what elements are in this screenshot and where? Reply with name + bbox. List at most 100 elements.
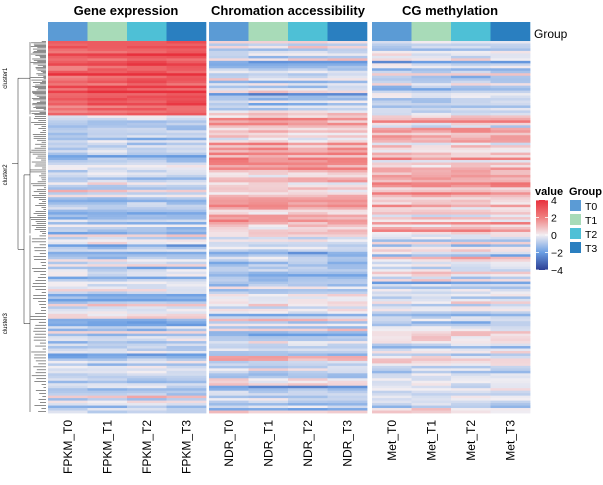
heatmap-cell — [166, 323, 207, 327]
heatmap-cell — [490, 179, 531, 183]
heatmap-cell — [451, 222, 491, 225]
heatmap-cell — [248, 259, 289, 263]
heatmap-cell — [127, 398, 167, 401]
heatmap-cell — [87, 343, 128, 347]
heatmap-cell — [87, 177, 128, 181]
column-label: Met_T0 — [385, 420, 399, 461]
heatmap-cell — [48, 400, 88, 404]
heatmap-cell — [127, 390, 167, 394]
heatmap-cell — [127, 58, 167, 62]
value-tick-label: −2 — [551, 248, 563, 260]
heatmap-cell — [127, 165, 167, 168]
heatmap-cell — [248, 328, 289, 332]
heatmap-cell — [127, 236, 167, 240]
heatmap-cell — [209, 95, 249, 99]
heatmap-cell — [87, 241, 128, 245]
heatmap-cell — [372, 152, 412, 156]
heatmap-cell — [248, 395, 289, 399]
heatmap-cell — [209, 368, 249, 372]
heatmap-cell — [48, 189, 88, 193]
heatmap-cell — [48, 259, 88, 263]
heatmap-cell — [490, 43, 531, 47]
heatmap-cell — [248, 150, 289, 153]
heatmap-cell — [248, 43, 289, 47]
heatmap-cell — [248, 365, 289, 369]
heatmap-cell — [490, 177, 531, 181]
heatmap-cell — [411, 172, 452, 176]
heatmap-cell — [127, 403, 167, 406]
heatmap-cell — [372, 303, 412, 307]
heatmap-cell — [127, 194, 167, 198]
heatmap-cell — [48, 120, 88, 124]
heatmap-cell — [288, 231, 328, 235]
heatmap-cell — [490, 174, 531, 178]
heatmap-cell — [411, 142, 452, 146]
heatmap-cell — [48, 219, 88, 223]
heatmap-cell — [411, 274, 452, 277]
heatmap-cell — [87, 259, 128, 263]
heatmap-cell — [327, 212, 368, 215]
column-label: FPKM_T0 — [61, 420, 75, 474]
heatmap-cell — [87, 105, 128, 109]
heatmap-cell — [411, 125, 452, 129]
heatmap-cell — [288, 224, 328, 228]
heatmap-cell — [327, 338, 368, 342]
heatmap-cell — [490, 249, 531, 253]
heatmap-cell — [48, 393, 88, 397]
heatmap-cell — [490, 93, 531, 96]
heatmap-cell — [209, 157, 249, 161]
heatmap-cell — [166, 174, 207, 178]
heatmap-cell — [166, 187, 207, 191]
heatmap-cell — [87, 408, 128, 411]
heatmap-cell — [288, 160, 328, 163]
heatmap-cell — [372, 45, 412, 49]
heatmap-cell — [166, 343, 207, 347]
heatmap-cell — [127, 405, 167, 409]
heatmap-cell — [490, 311, 531, 315]
heatmap-cell — [209, 266, 249, 270]
heatmap-cell — [490, 112, 531, 116]
heatmap-cell — [411, 266, 452, 270]
heatmap-cell — [87, 122, 128, 126]
heatmap-cell — [48, 224, 88, 228]
heatmap-cell — [209, 373, 249, 377]
heatmap-cell — [288, 45, 328, 49]
heatmap-cell — [87, 41, 128, 44]
heatmap-cell — [327, 189, 368, 193]
heatmap-cell — [327, 348, 368, 352]
heatmap-cell — [411, 331, 452, 335]
heatmap-cell — [48, 355, 88, 359]
heatmap-cell — [87, 326, 128, 330]
heatmap-cell — [372, 202, 412, 206]
heatmap-cell — [490, 383, 531, 387]
heatmap-cell — [127, 142, 167, 146]
heatmap-cell — [288, 78, 328, 82]
heatmap-cell — [490, 274, 531, 277]
heatmap-cell — [166, 246, 207, 250]
heatmap-cell — [411, 400, 452, 404]
heatmap-cell — [372, 212, 412, 215]
heatmap-cell — [166, 43, 207, 47]
value-tick-label: 0 — [551, 230, 557, 242]
heatmap-cell — [372, 336, 412, 339]
heatmap-cell — [490, 306, 531, 310]
heatmap-cell — [209, 179, 249, 183]
heatmap-cell — [209, 112, 249, 116]
heatmap-cell — [87, 125, 128, 129]
heatmap-cell — [372, 217, 412, 220]
heatmap-cell — [87, 274, 128, 277]
heatmap-cell — [490, 222, 531, 225]
heatmap-cell — [451, 306, 491, 310]
heatmap-cell — [48, 155, 88, 158]
heatmap-cell — [87, 48, 128, 52]
heatmap-cell — [127, 276, 167, 280]
heatmap-cell — [327, 281, 368, 285]
column-label: FPKM_T1 — [100, 420, 114, 474]
heatmap-cell — [248, 249, 289, 253]
heatmap-cell — [372, 127, 412, 131]
heatmap-cell — [248, 403, 289, 406]
heatmap-cell — [48, 145, 88, 149]
heatmap-cell — [127, 222, 167, 225]
heatmap-cell — [327, 251, 368, 255]
heatmap-cell — [372, 298, 412, 302]
